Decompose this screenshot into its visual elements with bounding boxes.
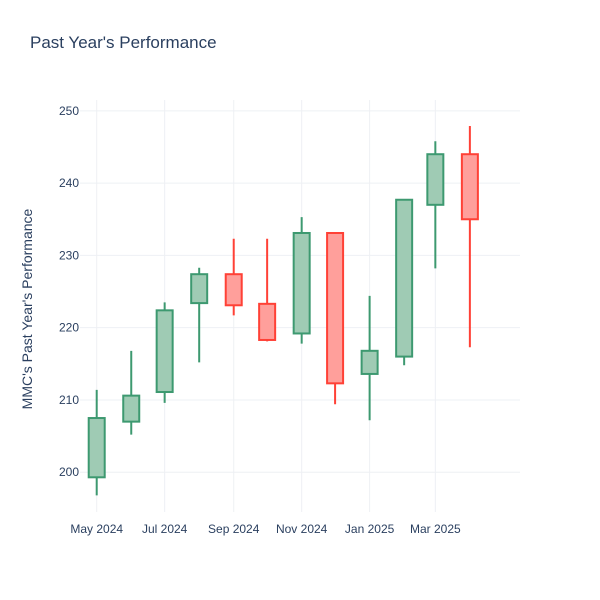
- candle-body: [87, 417, 106, 479]
- candle-body: [460, 153, 479, 221]
- y-tick-label: 240: [59, 176, 79, 190]
- candle-decreasing: [326, 231, 345, 405]
- candle-decreasing: [224, 238, 243, 316]
- candle-increasing: [395, 198, 414, 366]
- candles: [87, 126, 479, 496]
- y-axis-label: MMC's Past Year's Performance: [19, 208, 35, 409]
- candle-increasing: [426, 141, 445, 269]
- candle-body: [224, 273, 243, 307]
- candle-increasing: [360, 295, 379, 421]
- y-tick-label: 210: [59, 393, 79, 407]
- candle-increasing: [155, 302, 174, 403]
- chart-title: Past Year's Performance: [30, 33, 217, 52]
- x-axis-ticks: May 2024 Jul 2024 Sep 2024 Nov 2024 Jan 2025…: [70, 522, 461, 536]
- candle-body: [190, 273, 209, 305]
- candle-decreasing: [460, 126, 479, 348]
- candle-body: [426, 153, 445, 206]
- x-tick-label: May 2024: [70, 522, 123, 536]
- x-tick-label: Sep 2024: [208, 522, 260, 536]
- y-tick-label: 250: [59, 104, 79, 118]
- y-tick-label: 220: [59, 321, 79, 335]
- x-tick-label: Jan 2025: [345, 522, 395, 536]
- candle-body: [292, 231, 311, 335]
- candle-decreasing: [258, 238, 277, 342]
- candle-body: [258, 302, 277, 341]
- candle-increasing: [292, 217, 311, 344]
- candle-increasing: [87, 389, 106, 496]
- candle-body: [122, 394, 141, 423]
- x-tick-label: Mar 2025: [410, 522, 461, 536]
- x-tick-label: Jul 2024: [142, 522, 188, 536]
- y-axis-ticks: 200 210 220 230 240 250: [59, 104, 79, 479]
- candle-body: [360, 349, 379, 375]
- candle-increasing: [122, 350, 141, 435]
- candle-body: [155, 309, 174, 394]
- y-tick-label: 230: [59, 248, 79, 262]
- candle-increasing: [190, 267, 209, 363]
- x-tick-label: Nov 2024: [276, 522, 328, 536]
- candle-body: [395, 198, 414, 358]
- candle-body: [326, 231, 345, 385]
- y-tick-label: 200: [59, 465, 79, 479]
